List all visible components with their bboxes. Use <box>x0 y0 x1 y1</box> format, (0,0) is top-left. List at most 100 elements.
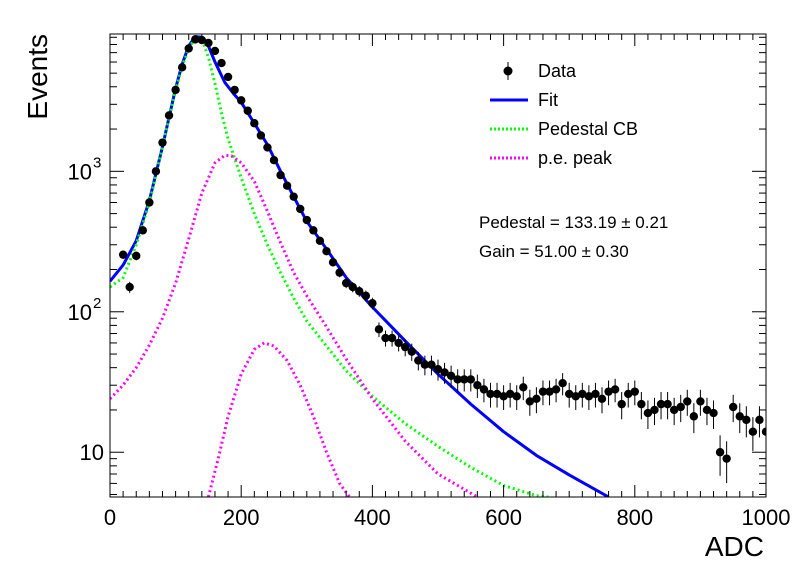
data-point <box>132 251 141 261</box>
x-tick-label: 400 <box>354 505 391 530</box>
x-tick-label: 0 <box>104 505 116 530</box>
data-point <box>689 412 699 421</box>
data-point <box>479 385 489 394</box>
legend-label: Fit <box>538 90 558 110</box>
data-points-layer <box>118 35 766 484</box>
data-point <box>197 35 207 45</box>
data-point <box>512 392 521 401</box>
data-point <box>499 392 508 401</box>
data-point <box>604 387 613 396</box>
data-point <box>335 268 344 277</box>
legend-label: Data <box>538 61 577 81</box>
data-point <box>650 405 659 415</box>
data-point <box>263 143 272 152</box>
legend-marker-point <box>503 66 513 76</box>
data-point <box>427 360 436 369</box>
data-point <box>394 338 403 348</box>
data-point <box>538 387 548 396</box>
data-point <box>355 287 364 296</box>
data-point <box>296 204 305 214</box>
data-point <box>361 291 371 300</box>
x-tick-label: 200 <box>223 505 260 530</box>
data-point <box>433 365 443 374</box>
data-point <box>250 119 259 128</box>
data-point <box>381 333 390 343</box>
fit-annotation: Pedestal = 133.19 ± 0.21 <box>479 213 668 232</box>
data-point <box>328 258 338 267</box>
fit-annotations: Pedestal = 133.19 ± 0.21 Gain = 51.00 ± 0… <box>479 213 668 261</box>
data-point <box>597 394 607 404</box>
data-point <box>624 389 633 399</box>
data-point <box>578 389 587 399</box>
data-point <box>145 198 154 207</box>
data-point <box>525 397 535 406</box>
data-point <box>322 246 331 256</box>
data-point <box>158 138 167 147</box>
x-tick-label: 800 <box>616 505 653 530</box>
data-point <box>591 389 600 399</box>
data-point <box>683 397 692 406</box>
data-point <box>453 375 462 384</box>
data-point <box>761 427 766 436</box>
data-point <box>204 38 213 48</box>
data-point <box>735 412 744 421</box>
data-point <box>230 85 239 95</box>
legend-label: p.e. peak <box>538 148 613 168</box>
legend: Data Fit Pedestal CB p.e. peak <box>490 61 638 168</box>
data-point <box>755 415 764 425</box>
data-point <box>368 299 377 308</box>
data-point <box>551 385 561 394</box>
data-point <box>289 192 298 201</box>
data-point <box>341 278 351 288</box>
data-point <box>571 392 580 401</box>
fit-annotation: Gain = 51.00 ± 0.30 <box>479 242 629 261</box>
data-point <box>492 389 502 399</box>
data-point <box>545 387 554 396</box>
data-point <box>302 215 311 225</box>
data-point <box>702 405 712 415</box>
data-point <box>414 356 423 365</box>
data-point <box>118 250 128 259</box>
data-point <box>256 131 266 140</box>
data-point <box>637 399 646 409</box>
data-point <box>217 58 226 68</box>
x-tick-label: 600 <box>485 505 522 530</box>
data-point <box>643 408 653 418</box>
data-point <box>210 46 220 56</box>
data-point <box>276 170 285 180</box>
data-point <box>164 111 174 120</box>
data-point <box>387 333 397 343</box>
y-tick-exponent: 3 <box>93 154 101 171</box>
data-point <box>558 379 567 388</box>
data-point <box>696 397 705 406</box>
x-tick-label: 1000 <box>742 505 791 530</box>
data-point <box>440 368 449 377</box>
data-point <box>663 399 672 409</box>
data-point <box>420 360 430 369</box>
curve-p-e-peak-2nd <box>206 341 351 497</box>
data-point <box>630 387 639 396</box>
data-point <box>486 389 495 399</box>
data-point <box>466 375 475 384</box>
y-tick-label: 10 <box>80 440 104 465</box>
legend-label: Pedestal CB <box>538 119 638 139</box>
data-point <box>584 392 594 401</box>
data-point <box>374 325 384 334</box>
data-point <box>269 156 279 165</box>
data-point <box>519 383 528 392</box>
data-point <box>309 226 318 235</box>
data-point <box>722 454 731 463</box>
y-tick-label: 10 <box>68 300 92 325</box>
data-point <box>505 389 515 399</box>
data-point <box>565 389 574 399</box>
y-tick-label: 10 <box>68 159 92 184</box>
data-point <box>243 106 252 115</box>
data-point <box>676 402 685 412</box>
data-point <box>184 44 193 53</box>
data-point <box>191 35 200 44</box>
curve-p-e-peak <box>110 153 479 497</box>
data-point <box>223 72 233 82</box>
data-point <box>151 167 161 176</box>
